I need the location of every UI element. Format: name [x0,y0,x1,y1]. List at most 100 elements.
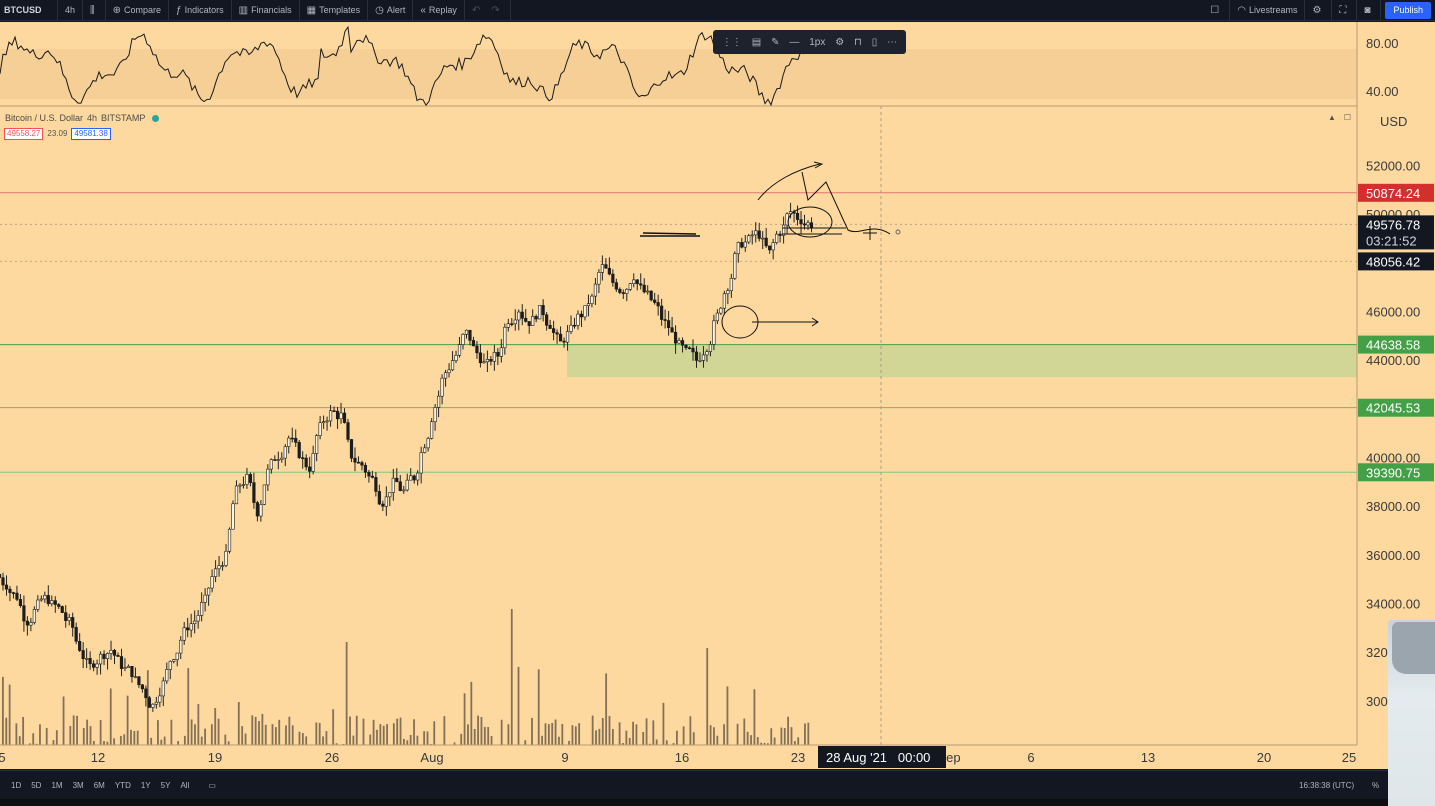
snapshot-button[interactable]: ◙ [1357,0,1382,21]
candle-body [468,329,472,341]
publish-button[interactable]: Publish [1385,1,1431,19]
more-icon[interactable]: ⋯ [887,36,898,48]
circle-sketch[interactable] [787,206,833,238]
arrow-head[interactable] [813,161,824,169]
volume-bar [146,670,149,767]
indicators-button[interactable]: ƒ Indicators [169,0,232,21]
financials-button[interactable]: ▥ Financials [232,0,300,21]
range-button-all[interactable]: All [180,780,190,790]
level-tag[interactable] [1358,252,1434,271]
line-width-button[interactable]: 1px [809,36,826,48]
gear-icon[interactable]: ⚙ [835,36,845,48]
ask-price[interactable]: 49581.38 [71,128,111,140]
volume-bar [126,695,129,767]
resistance-sketch[interactable] [640,232,700,237]
compare-label: Compare [124,5,162,15]
chart-style-button[interactable]: ⫼ [83,0,106,21]
utc-clock[interactable]: 16:38:38 (UTC) [1299,781,1355,790]
arrow-up-icon[interactable]: ▲ [1328,113,1336,122]
candle-body [381,503,385,507]
range-button-5d[interactable]: 5D [31,780,42,790]
projection-sketch[interactable] [801,171,891,235]
alert-button[interactable]: ◷ Alert [368,0,414,21]
candle-body [262,484,266,505]
undo-button[interactable]: ↶ ↷ [465,0,511,21]
unlock-icon[interactable]: ⊓ [854,36,862,48]
volume-bar [632,721,634,767]
support-arrow[interactable] [752,317,819,327]
goto-date-icon[interactable]: ▭ [208,780,216,790]
volume-bar [480,717,483,767]
candle-body [200,602,204,616]
maximize-pane-icon[interactable]: ☐ [1343,113,1352,122]
candle-body [475,345,479,354]
candle-body [85,658,89,660]
candle-body [450,360,455,371]
percent-toggle[interactable]: % [1372,781,1380,790]
time-axis[interactable] [0,745,1435,769]
price-tick-label: 44000.00 [1366,353,1420,368]
candle-body [210,576,214,589]
candle-body [60,606,64,613]
level-tag-label: 50874.24 [1366,186,1420,201]
fullscreen-button[interactable]: ⛶ [1332,0,1358,21]
candle-body [0,573,2,578]
legend-exchange: BITSTAMP [101,113,146,123]
price-tick-label: 40000.00 [1366,450,1420,465]
level-tag[interactable] [1358,463,1434,482]
level-tag[interactable] [1358,335,1434,354]
level-tag-label: 42045.53 [1366,401,1420,416]
level-tag[interactable] [1358,183,1434,202]
range-lines[interactable] [782,227,846,235]
candle-body [182,627,186,641]
candle-body [252,482,256,503]
candle-body [388,492,392,498]
pencil-icon[interactable]: ✎ [771,36,780,48]
time-tick-label: 26 [325,750,339,765]
candle-body [754,230,758,236]
replay-button[interactable]: «Replay [413,0,465,21]
chart-area[interactable]: 52000.0050000.0048000.0046000.0044000.00… [0,22,1435,769]
range-button-5y[interactable]: 5Y [160,780,171,790]
interval-button[interactable]: 4h [58,0,84,21]
symbol-search-button[interactable]: BTCUSD [0,0,58,21]
candle-body [196,615,200,622]
candle-body [1,577,5,586]
templates-label: Templates [319,5,361,15]
bid-price[interactable]: 49558.27 [4,128,44,140]
compare-button[interactable]: ⊕ Compare [106,0,170,21]
range-button-1m[interactable]: 1M [51,780,63,790]
range-button-1d[interactable]: 1D [11,780,22,790]
level-tag[interactable] [1358,398,1434,417]
layout-button[interactable]: ☐ [1203,0,1231,21]
level-tag-label: 48056.42 [1366,254,1420,269]
settings-button[interactable]: ⚙ [1305,0,1333,21]
line-style-icon[interactable]: — [789,36,800,48]
range-button-ytd[interactable]: YTD [114,780,131,790]
trash-icon[interactable]: ▯ [871,36,878,48]
price-tick-label: 46000.00 [1366,304,1420,319]
chart-canvas[interactable]: 52000.0050000.0048000.0046000.0044000.00… [0,22,1435,769]
range-button-1y[interactable]: 1Y [140,780,151,790]
time-tick-label: 20 [1257,750,1271,765]
webcam-subject [1392,622,1435,674]
trend-sketch[interactable] [757,163,821,201]
template-icon[interactable]: ▤ [751,36,762,48]
candle-body [322,421,326,423]
anchor-point[interactable] [895,229,901,235]
plus-circle-icon: ⊕ [112,4,122,16]
candle-body [259,504,263,517]
candle-body [339,412,343,420]
templates-button[interactable]: ▦ Templates [300,0,369,21]
volume-bar [510,609,513,767]
time-tick-label: 25 [1342,750,1356,765]
volume-bar [254,716,257,767]
range-button-6m[interactable]: 6M [93,780,105,790]
range-button-3m[interactable]: 3M [72,780,84,790]
candle-body [583,305,587,318]
livestreams-button[interactable]: ◠ Livestreams [1230,0,1306,21]
drag-handle-icon[interactable]: ⋮⋮ [721,36,742,48]
candle-body [213,568,218,577]
level-tag[interactable] [1358,215,1434,250]
candle-body [140,684,144,690]
